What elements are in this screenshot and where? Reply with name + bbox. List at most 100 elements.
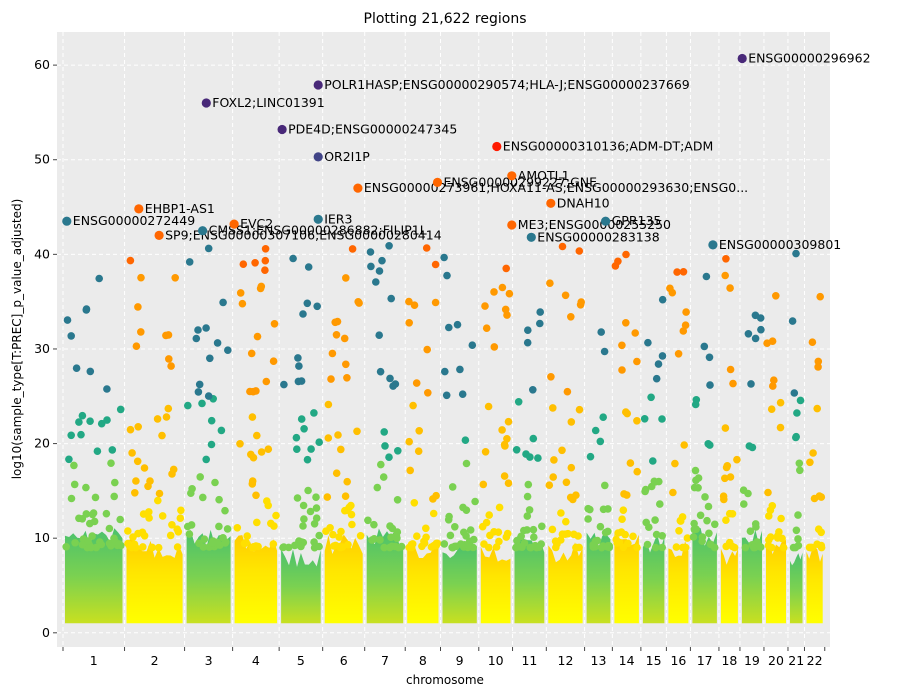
data-point: [444, 516, 453, 524]
data-point: [267, 519, 275, 528]
data-point: [816, 292, 824, 301]
data-point: [221, 539, 230, 547]
data-point: [462, 506, 471, 514]
x-tick-label: 6: [340, 653, 348, 668]
labeled-point: [526, 232, 536, 242]
data-point: [405, 319, 414, 327]
data-point: [97, 419, 106, 428]
data-point: [327, 375, 335, 383]
data-point: [394, 543, 403, 552]
x-tick-label: 19: [744, 653, 760, 668]
data-point: [385, 543, 394, 552]
data-point: [768, 502, 777, 510]
x-tick-label: 7: [381, 653, 389, 668]
data-point: [307, 445, 315, 453]
dense-band-chr-19: [741, 529, 762, 624]
point-label: DNAH10: [557, 195, 610, 210]
dense-band-chr-6: [324, 534, 363, 624]
data-point: [329, 530, 337, 539]
data-point: [757, 325, 765, 334]
dense-band-chr-12: [548, 542, 583, 624]
data-point: [424, 389, 432, 397]
data-point: [387, 533, 395, 542]
data-point: [304, 263, 313, 271]
data-point: [676, 517, 685, 525]
data-point: [86, 417, 94, 426]
data-point: [572, 543, 581, 552]
data-point: [385, 242, 393, 250]
data-point: [558, 242, 567, 251]
data-point: [386, 374, 394, 383]
data-point: [656, 500, 664, 508]
data-point: [312, 504, 321, 512]
data-point: [696, 511, 705, 520]
data-point: [223, 525, 232, 533]
data-point: [206, 354, 214, 363]
dense-band-chr-2: [126, 538, 183, 624]
data-point: [492, 543, 501, 551]
data-point: [512, 543, 520, 552]
dense-band-chr-21: [790, 552, 803, 624]
dense-band-chr-10: [480, 546, 511, 624]
dense-band-chr-18: [720, 548, 738, 624]
x-tick-label: 18: [721, 653, 737, 668]
data-point: [817, 543, 826, 552]
data-point: [328, 349, 337, 358]
data-point: [299, 522, 307, 530]
data-point: [353, 427, 361, 436]
point-label: ENSG00000299227;GNE: [444, 174, 598, 189]
data-point: [367, 262, 375, 271]
data-point: [315, 531, 324, 540]
data-point: [794, 535, 802, 543]
data-point: [747, 380, 755, 388]
data-point: [462, 532, 470, 540]
data-point: [546, 279, 554, 288]
data-point: [199, 543, 208, 551]
data-point: [185, 258, 194, 266]
data-point: [252, 491, 260, 500]
data-point: [173, 543, 182, 551]
data-point: [777, 514, 785, 523]
data-point: [462, 459, 471, 468]
labeled-point: [708, 240, 718, 250]
x-tick-label: 17: [697, 653, 713, 668]
data-point: [289, 254, 297, 263]
data-point: [261, 245, 270, 253]
data-point: [441, 367, 449, 376]
data-point: [808, 338, 817, 347]
data-point: [376, 536, 384, 544]
data-point: [78, 540, 87, 549]
dense-band-chr-11: [514, 535, 545, 624]
data-point: [547, 373, 555, 381]
data-point: [388, 524, 397, 533]
data-point: [200, 535, 209, 543]
data-point: [795, 459, 804, 468]
data-point: [158, 512, 167, 520]
data-point: [239, 260, 248, 269]
data-point: [162, 331, 170, 340]
data-point: [233, 524, 242, 532]
data-point: [333, 317, 342, 326]
data-point: [683, 534, 692, 542]
y-tick-label: 30: [34, 341, 50, 356]
data-point: [567, 418, 576, 426]
data-point: [158, 431, 166, 440]
data-point: [633, 417, 641, 425]
data-point: [481, 302, 489, 310]
data-point: [654, 360, 663, 368]
data-point: [620, 490, 628, 498]
data-point: [343, 374, 351, 382]
data-point: [442, 391, 451, 400]
data-point: [744, 330, 753, 338]
data-point: [300, 515, 308, 523]
data-point: [377, 460, 385, 469]
data-point: [236, 289, 245, 297]
data-point: [746, 527, 755, 535]
data-point: [294, 377, 303, 386]
data-point: [355, 299, 363, 307]
data-point: [334, 431, 342, 439]
data-point: [297, 415, 306, 423]
y-tick-label: 10: [34, 530, 50, 545]
data-point: [694, 474, 703, 482]
data-point: [806, 458, 814, 467]
